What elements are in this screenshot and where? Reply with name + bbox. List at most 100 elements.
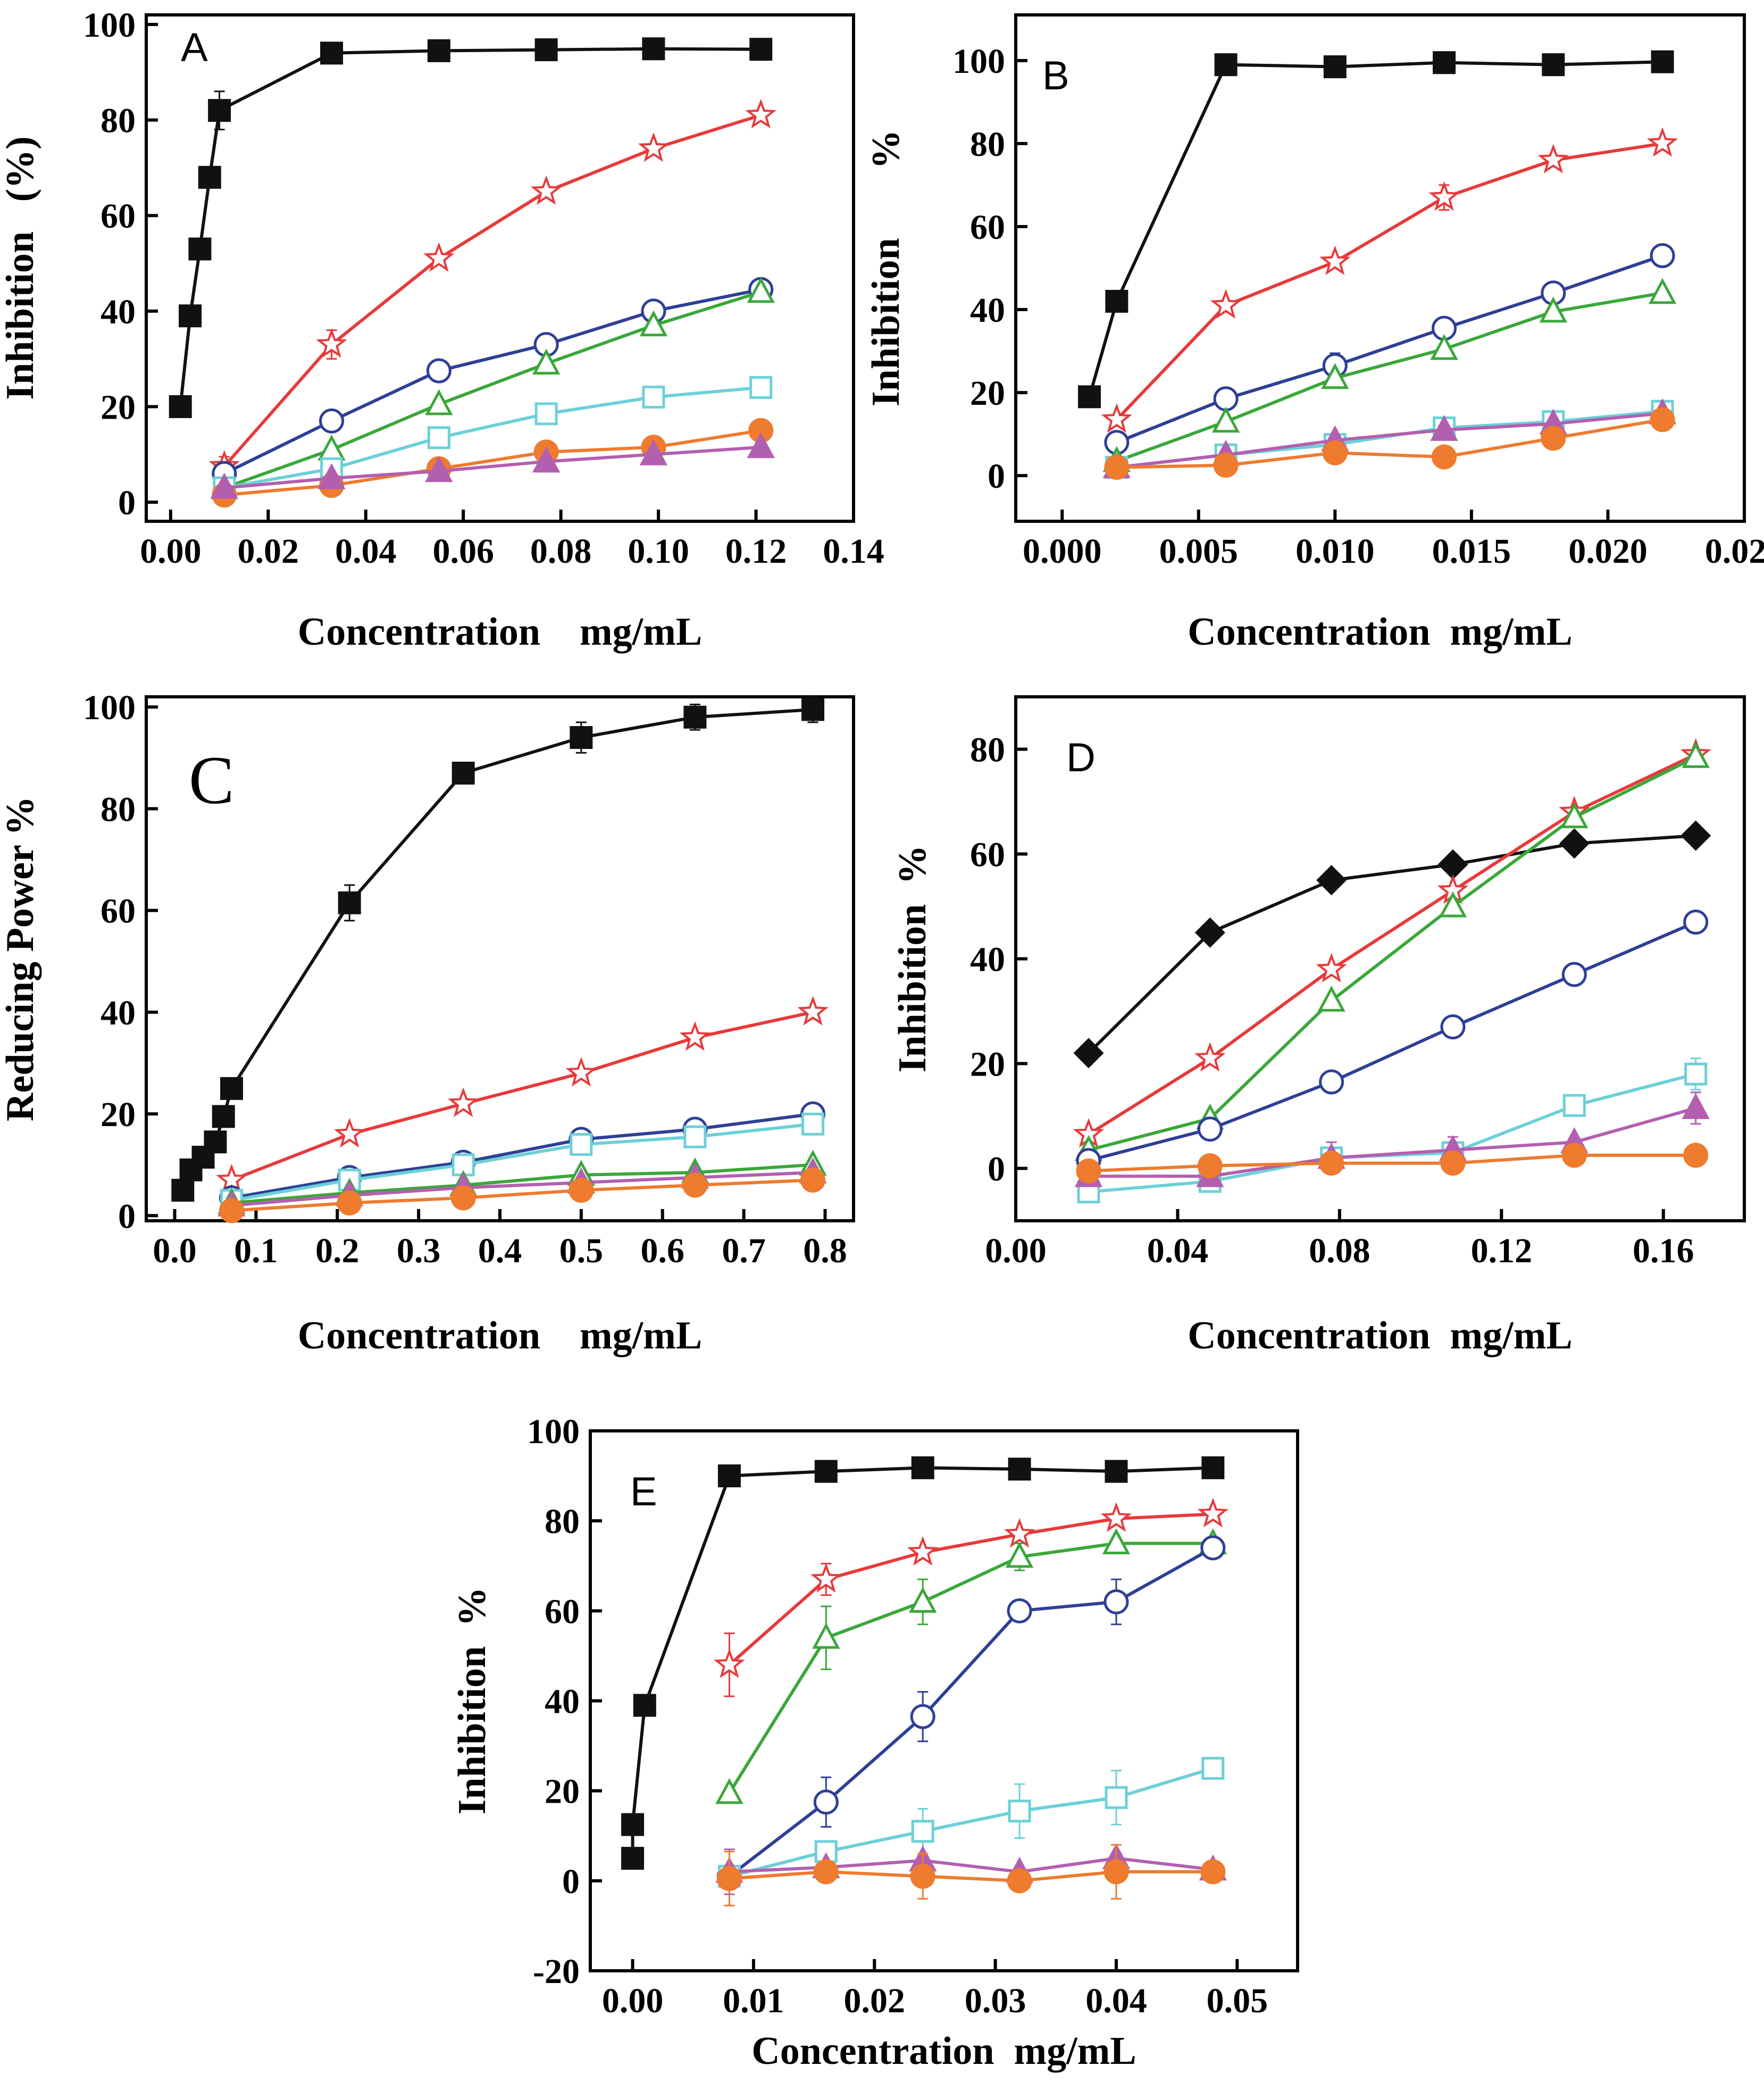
x-tick-label: 0.4: [478, 1231, 522, 1270]
x-tick-label: 0.12: [1471, 1231, 1533, 1270]
y-tick-label: 100: [527, 1412, 580, 1451]
data-point: [423, 242, 455, 272]
data-point: [1197, 1153, 1223, 1179]
y-tick-label: 80: [970, 125, 1005, 164]
x-tick-label: 0.8: [803, 1231, 847, 1270]
series-black: [171, 696, 825, 1202]
data-point: [1197, 1497, 1229, 1528]
data-point: [427, 426, 450, 449]
data-point: [208, 99, 231, 122]
series-line: [224, 445, 761, 490]
data-point: [1194, 917, 1225, 948]
data-point: [1200, 1859, 1226, 1885]
data-point: [1684, 1062, 1708, 1086]
series-line: [231, 1010, 814, 1182]
series-red: [1101, 127, 1678, 433]
panel-a: 0.00 0.02 0.04 0.06 0.08 0.10 0.12 0.14 0 20 40 60 8…: [0, 6, 884, 654]
data-point: [683, 1125, 707, 1148]
x-tick-label: 0.025: [1705, 532, 1764, 571]
data-point: [1683, 910, 1709, 935]
data-point: [570, 1133, 593, 1156]
y-tick-label: 40: [101, 293, 136, 331]
x-axis-title: Concentration mg/mL: [751, 2029, 1136, 2073]
data-point: [1319, 1069, 1344, 1095]
panel-letter: C: [189, 743, 234, 818]
data-point: [1542, 53, 1565, 77]
data-point: [452, 761, 475, 785]
data-point: [909, 1587, 937, 1613]
series-line: [231, 1171, 813, 1207]
series-line: [223, 288, 762, 475]
data-point: [683, 705, 707, 729]
data-point: [1561, 962, 1587, 987]
data-point: [1004, 1518, 1035, 1548]
data-point: [621, 1813, 645, 1836]
panel-letter: B: [1042, 53, 1069, 98]
data-point: [1007, 1598, 1032, 1623]
data-point: [1650, 243, 1675, 269]
data-point: [1440, 1014, 1466, 1040]
data-point: [204, 1130, 227, 1154]
data-point: [532, 348, 561, 375]
data-point: [714, 1648, 745, 1678]
data-point: [1537, 144, 1569, 173]
y-tick-label: 40: [970, 940, 1005, 979]
data-point: [534, 402, 558, 426]
data-point: [1211, 406, 1240, 433]
x-axis-title: Concentration mg/mL: [1188, 610, 1573, 654]
y-tick-label: 40: [545, 1682, 580, 1721]
x-tick-label: 0.2: [315, 1231, 360, 1270]
x-tick-label: 0.08: [530, 532, 592, 571]
data-point: [800, 1167, 826, 1193]
data-point: [1213, 453, 1239, 478]
y-axis-title: Inhibition (%): [0, 136, 42, 400]
x-tick-label: 0.10: [628, 532, 689, 571]
y-tick-label: 0: [988, 457, 1005, 496]
x-tick-label: 0.04: [1147, 1231, 1209, 1270]
series-line: [231, 1112, 813, 1199]
x-tick-label: 0.06: [432, 532, 494, 571]
data-point: [210, 472, 238, 499]
data-point: [749, 376, 773, 399]
data-point: [1683, 1143, 1709, 1168]
data-point: [639, 310, 668, 337]
y-tick-label: 20: [101, 388, 136, 427]
data-point: [1321, 363, 1349, 389]
y-tick-label: 80: [545, 1502, 580, 1541]
x-tick-label: 0.01: [723, 1981, 784, 2020]
y-tick-label: 100: [83, 688, 136, 727]
series-line: [223, 290, 762, 489]
series-line: [231, 1163, 813, 1205]
series-orange: [716, 1844, 1226, 1906]
series-black: [169, 37, 773, 418]
data-point: [1437, 849, 1468, 880]
data-point: [1539, 296, 1568, 323]
data-point: [333, 1118, 365, 1148]
series-black: [1078, 50, 1674, 409]
x-tick-label: 0.6: [640, 1231, 684, 1270]
data-point: [801, 1112, 825, 1136]
x-tick-label: 0.7: [722, 1231, 766, 1270]
y-tick-label: 80: [101, 790, 136, 829]
series-line: [231, 1178, 813, 1212]
x-tick-label: 0.00: [140, 532, 202, 571]
data-point: [569, 1178, 594, 1203]
x-tick-label: 0.04: [1085, 1981, 1147, 2020]
data-point: [1648, 278, 1677, 304]
x-tick-label: 0.16: [1633, 1231, 1694, 1270]
series-red: [1073, 738, 1711, 1148]
data-point: [813, 1789, 839, 1815]
data-point: [220, 1077, 244, 1100]
series-line: [1088, 60, 1663, 397]
data-point: [1682, 742, 1710, 768]
series-blue: [716, 1535, 1226, 1889]
y-tick-label: 100: [952, 42, 1005, 81]
data-point: [317, 463, 346, 489]
data-point: [1078, 385, 1101, 409]
data-point: [425, 456, 453, 482]
data-point: [814, 1460, 838, 1483]
series-red: [714, 1497, 1229, 1697]
series-line: [729, 1870, 1213, 1882]
data-point: [1646, 127, 1678, 157]
data-point: [1439, 891, 1467, 918]
